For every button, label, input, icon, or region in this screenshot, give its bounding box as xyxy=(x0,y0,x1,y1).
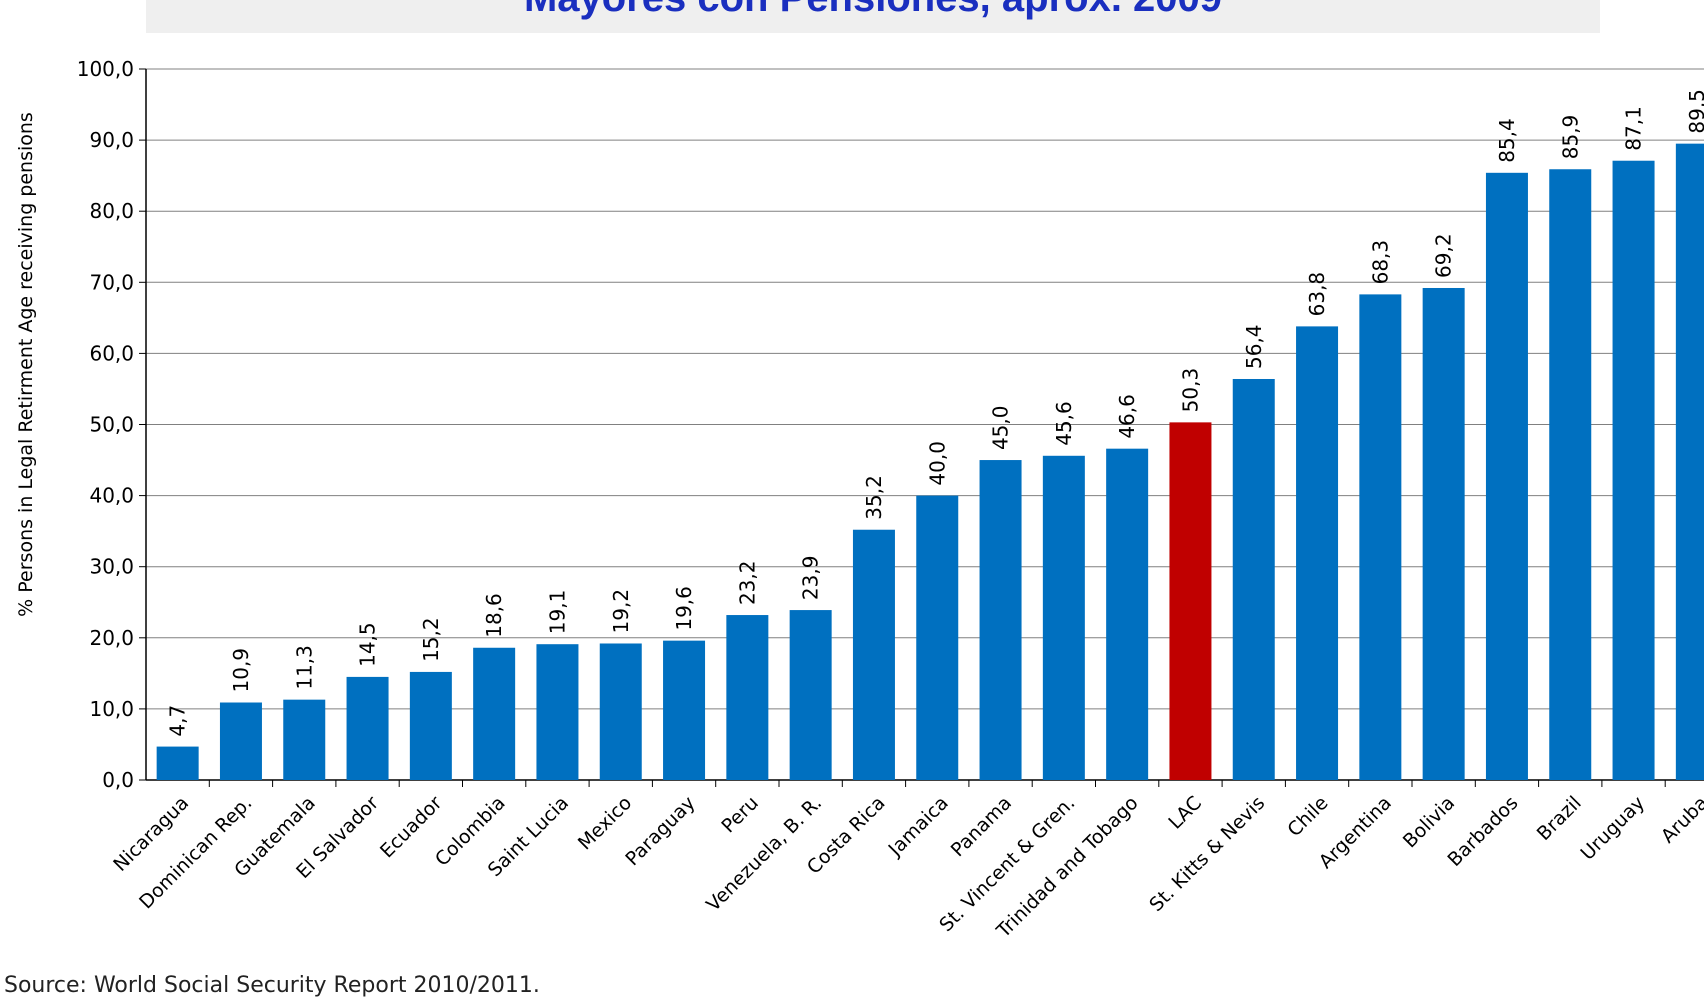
value-label: 40,0 xyxy=(925,441,949,486)
y-tick-label: 60,0 xyxy=(89,341,134,365)
value-label: 50,3 xyxy=(1178,368,1202,413)
value-label: 46,6 xyxy=(1115,394,1139,439)
bar xyxy=(1549,169,1592,781)
y-tick-label: 100,0 xyxy=(77,57,134,81)
bar xyxy=(1169,422,1212,780)
category-label: Brazil xyxy=(1533,792,1586,845)
category-label: Uruguay xyxy=(1576,792,1649,865)
value-label: 14,5 xyxy=(356,622,380,667)
value-label: 45,0 xyxy=(989,406,1013,451)
category-label: Venezuela, B. R. xyxy=(702,792,826,916)
bar xyxy=(346,676,389,780)
value-label: 23,9 xyxy=(799,556,823,601)
value-label: 19,1 xyxy=(545,590,569,635)
value-label: 68,3 xyxy=(1368,240,1392,285)
bar xyxy=(1106,448,1149,780)
bar xyxy=(156,746,199,780)
category-label: Aruba xyxy=(1657,792,1704,848)
bar xyxy=(1042,455,1085,780)
y-tick-label: 20,0 xyxy=(89,626,134,650)
bar xyxy=(789,610,832,780)
bar xyxy=(916,495,959,780)
chart-title: Mayores con Pensiones, aprox. 2009 xyxy=(146,0,1600,21)
value-label: 69,2 xyxy=(1432,233,1456,278)
category-label: Jamaica xyxy=(884,792,953,861)
y-tick-label: 30,0 xyxy=(89,555,134,579)
value-label: 15,2 xyxy=(419,617,443,662)
value-label: 87,1 xyxy=(1622,106,1646,151)
category-label: Mexico xyxy=(574,792,636,854)
value-label: 35,2 xyxy=(862,475,886,520)
y-tick-label: 50,0 xyxy=(89,413,134,437)
value-label: 18,6 xyxy=(482,593,506,638)
bar xyxy=(726,615,769,780)
value-label: 11,3 xyxy=(292,645,316,690)
value-label: 19,6 xyxy=(672,586,696,631)
bar xyxy=(1675,143,1704,780)
value-label: 89,5 xyxy=(1685,89,1704,134)
bar xyxy=(473,647,516,780)
y-tick-label: 40,0 xyxy=(89,484,134,508)
source-note: Source: World Social Security Report 201… xyxy=(4,973,540,998)
category-label: St. Kitts & Nevis xyxy=(1145,792,1269,916)
y-axis-label: % Persons in Legal Retirment Age receivi… xyxy=(15,112,37,617)
category-label: Paraguay xyxy=(621,792,699,870)
bar xyxy=(1359,294,1402,780)
category-label: LAC xyxy=(1164,792,1206,834)
y-tick-label: 70,0 xyxy=(89,270,134,294)
bar xyxy=(1422,287,1465,780)
value-label: 56,4 xyxy=(1242,324,1266,369)
value-label: 85,9 xyxy=(1558,115,1582,160)
value-label: 63,8 xyxy=(1305,272,1329,317)
bar xyxy=(219,702,262,780)
bar xyxy=(409,671,452,780)
bar xyxy=(663,640,706,780)
bar xyxy=(536,644,579,780)
value-label: 45,6 xyxy=(1052,401,1076,446)
value-label: 85,4 xyxy=(1495,118,1519,163)
bar xyxy=(979,460,1022,780)
bar xyxy=(1485,172,1528,780)
bar xyxy=(283,699,326,780)
bar xyxy=(1612,160,1655,780)
category-label: Dominican Rep. xyxy=(135,792,256,913)
bar xyxy=(1296,326,1339,780)
y-tick-label: 90,0 xyxy=(89,128,134,152)
y-tick-label: 0,0 xyxy=(102,768,134,792)
bar xyxy=(1232,378,1275,780)
value-label: 4,7 xyxy=(166,705,190,737)
y-tick-label: 80,0 xyxy=(89,199,134,223)
value-label: 23,2 xyxy=(735,561,759,606)
category-label: Chile xyxy=(1283,792,1332,841)
title-band: Mayores con Pensiones, aprox. 2009 xyxy=(146,0,1600,33)
y-tick-label: 10,0 xyxy=(89,697,134,721)
category-label: Bolivia xyxy=(1399,792,1459,852)
category-label: Peru xyxy=(717,792,762,837)
value-label: 19,2 xyxy=(609,589,633,634)
bar xyxy=(599,643,642,780)
value-label: 10,9 xyxy=(229,648,253,693)
bar xyxy=(852,529,895,780)
